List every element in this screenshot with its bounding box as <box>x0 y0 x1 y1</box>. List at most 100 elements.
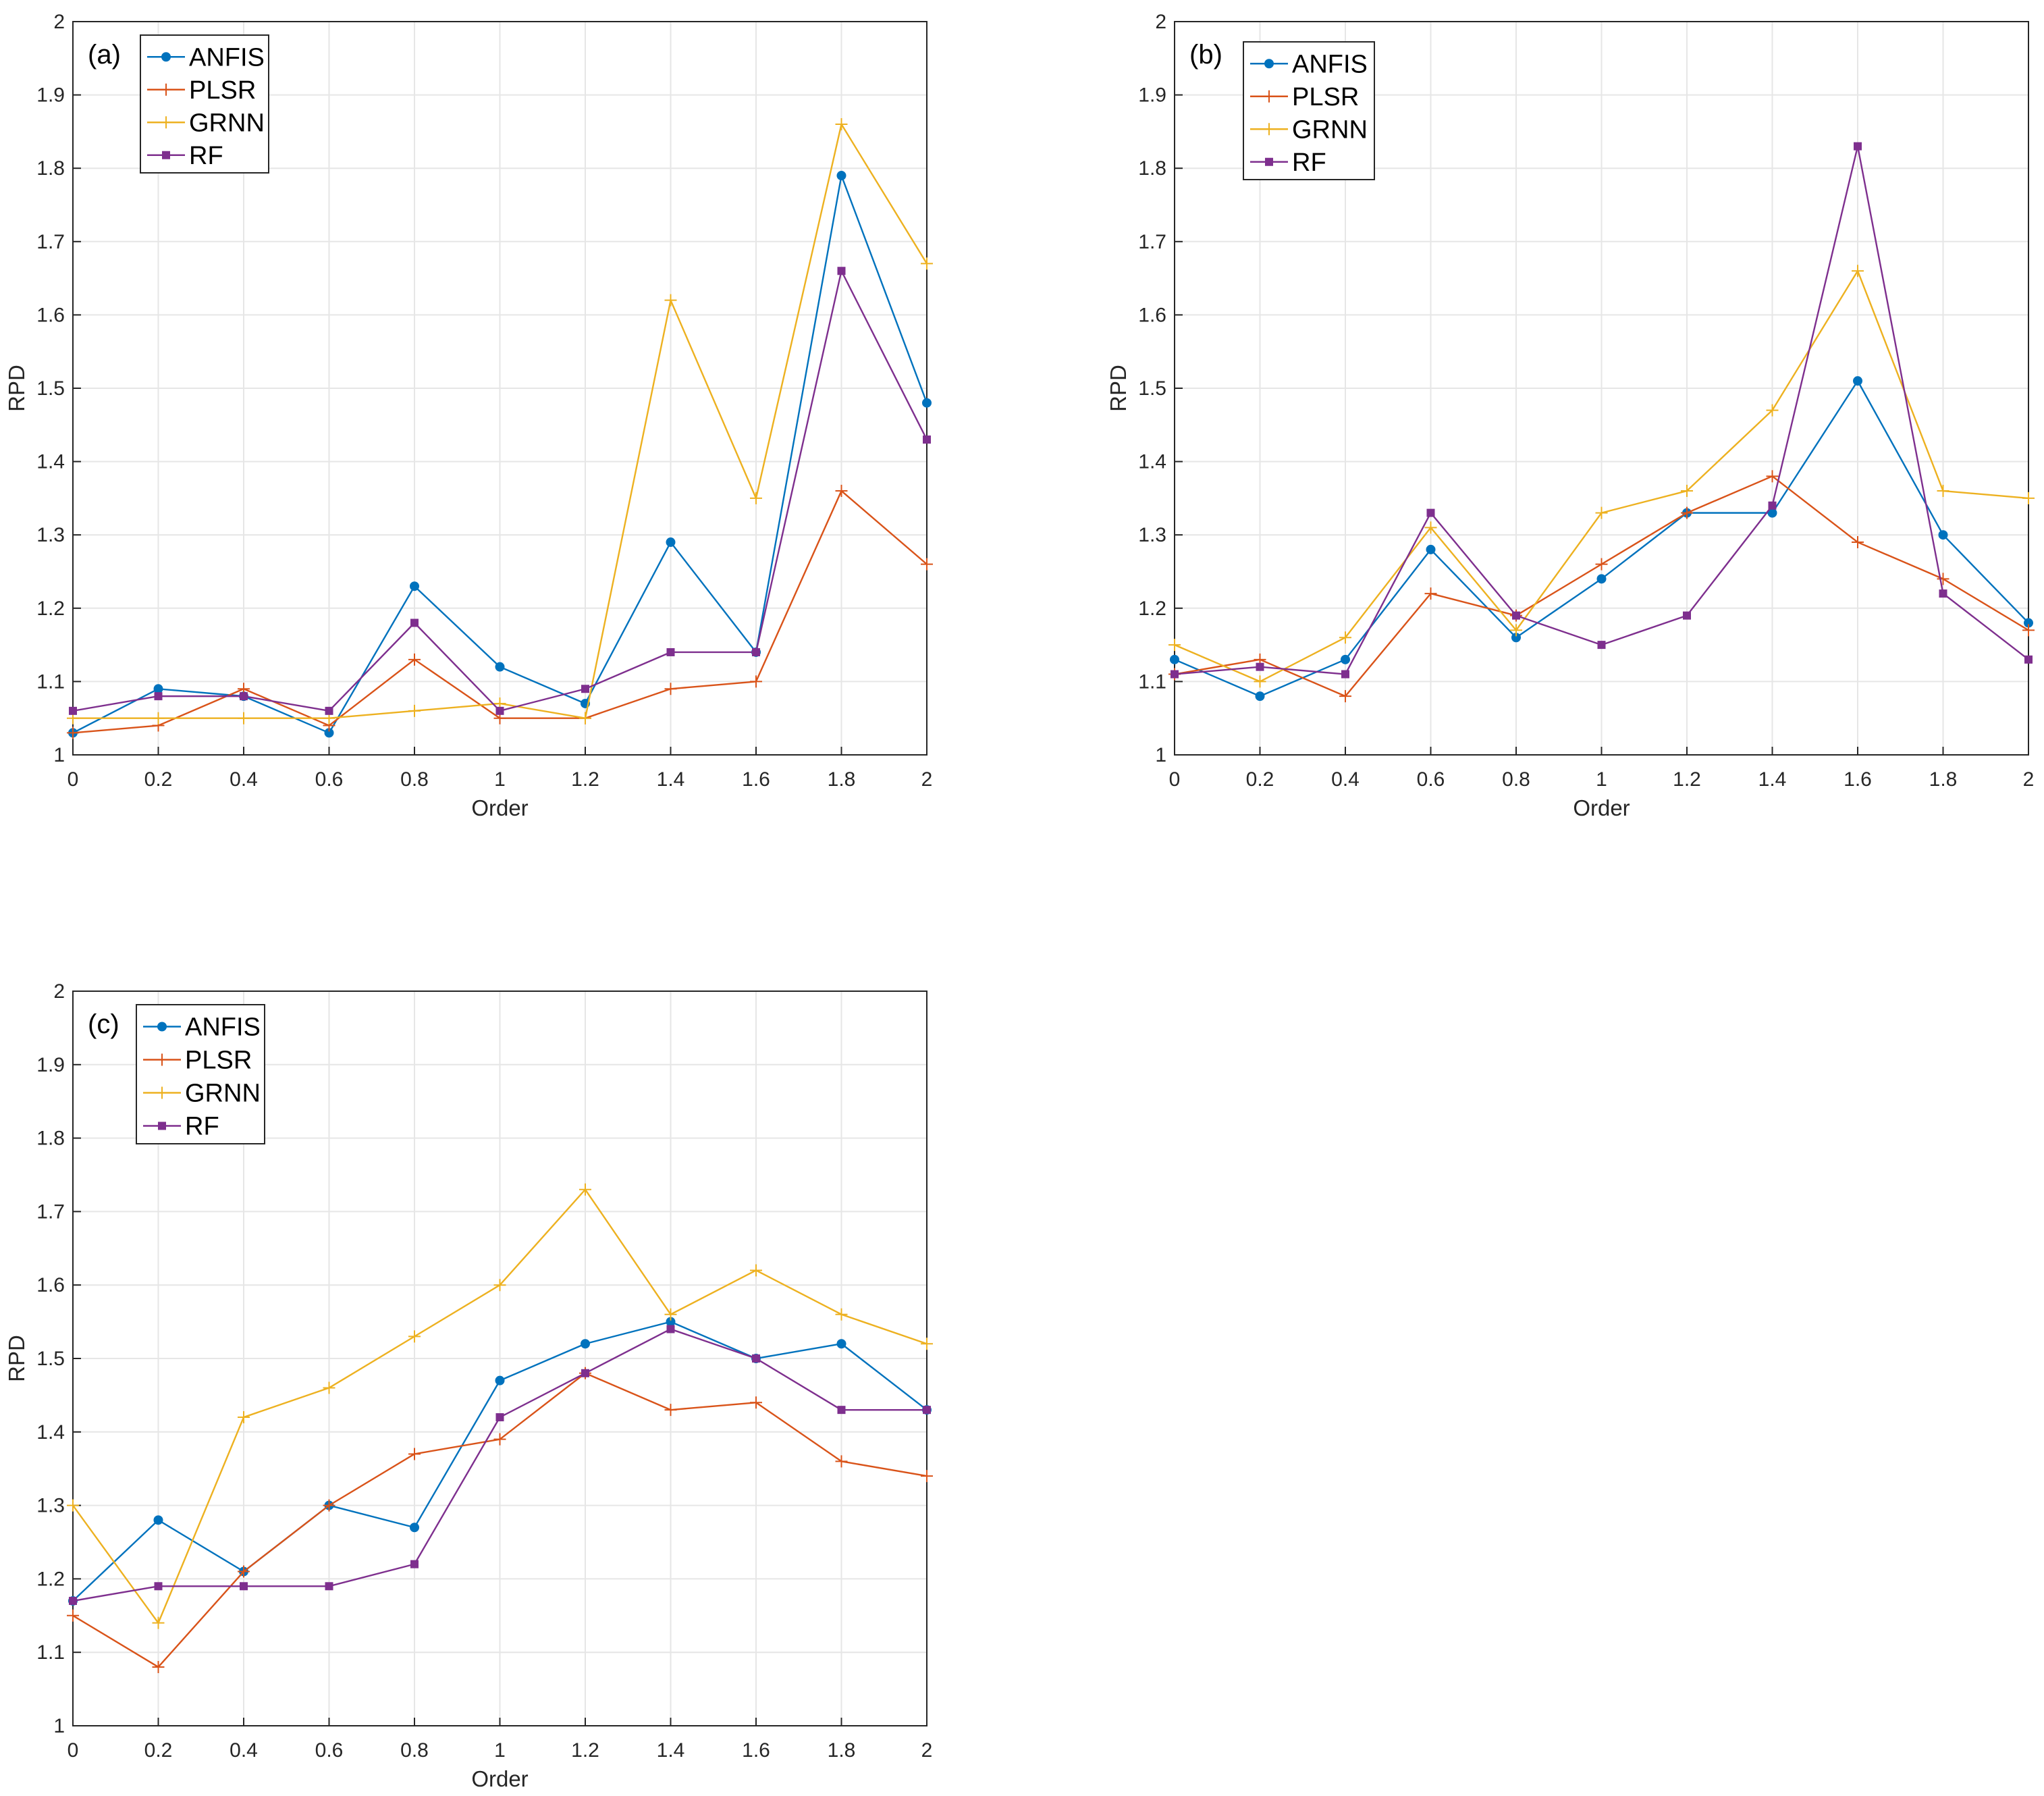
data-point-plsr <box>1852 536 1864 549</box>
data-point-rf <box>495 706 504 715</box>
data-point-anfis <box>666 537 676 548</box>
data-point-grnn <box>1681 485 1693 498</box>
data-point-grnn <box>238 712 250 724</box>
x-tick-label: 0 <box>68 768 79 791</box>
chart-panel-2: 0 0.2 0.4 0.6 0.8 1 1.2 1.4 1.6 1.8 2 1 1.1 1.2 1.3 1.4… <box>1106 11 2035 820</box>
data-point-rf <box>410 618 419 627</box>
legend-label-anfis: ANFIS <box>185 1013 261 1042</box>
x-tick-label: 0.2 <box>144 768 173 791</box>
data-point-grnn <box>1168 639 1181 652</box>
y-tick-label: 1.6 <box>36 1274 65 1296</box>
data-point-grnn <box>1254 675 1266 688</box>
data-point-rf <box>1512 611 1520 620</box>
y-tick-label: 1.9 <box>36 1054 65 1076</box>
y-axis-label: RPD <box>1106 365 1131 412</box>
data-point-plsr <box>664 1404 677 1417</box>
y-tick-label: 2 <box>53 11 65 33</box>
data-point-anfis <box>1341 654 1350 664</box>
data-point-rf <box>581 1369 589 1377</box>
legend: ANFIS PLSR GRNN RF <box>136 1004 265 1144</box>
legend-label-plsr: PLSR <box>189 76 256 105</box>
data-point-plsr <box>238 1565 250 1578</box>
data-point-rf <box>923 1406 931 1415</box>
data-point-rf <box>837 267 846 275</box>
x-tick-label: 1.8 <box>828 1739 856 1762</box>
chart-panel-3: 0 0.2 0.4 0.6 0.8 1 1.2 1.4 1.6 1.8 2 1 1.1 1.2 1.3 1.4… <box>4 980 933 1791</box>
data-point-grnn <box>579 1183 591 1196</box>
data-point-rf <box>69 706 77 715</box>
data-point-plsr <box>835 485 848 498</box>
data-point-rf <box>1256 662 1264 671</box>
data-point-anfis <box>410 1523 419 1533</box>
x-tick-label: 0 <box>1169 768 1181 791</box>
x-tick-label: 1.6 <box>1844 768 1872 791</box>
data-point-grnn <box>835 1308 848 1321</box>
data-point-grnn <box>1339 631 1351 644</box>
data-point-grnn <box>835 118 848 131</box>
data-point-rf <box>666 648 675 656</box>
x-tick-label: 0.8 <box>1502 768 1530 791</box>
data-point-grnn <box>2022 492 2035 504</box>
data-point-grnn <box>152 712 165 724</box>
legend-marker-anfis <box>157 1022 167 1032</box>
legend: ANFIS PLSR GRNN RF <box>140 34 269 174</box>
data-point-rf <box>240 692 248 701</box>
y-tick-label: 1.9 <box>1138 84 1166 107</box>
data-point-anfis <box>153 684 163 694</box>
data-point-anfis <box>1426 544 1436 554</box>
legend-marker-rf <box>1265 157 1273 166</box>
x-tick-label: 1.2 <box>571 1739 599 1762</box>
y-tick-label: 1 <box>1155 744 1166 766</box>
x-tick-label: 1.4 <box>657 768 685 791</box>
x-tick-label: 1 <box>494 1739 506 1762</box>
x-tick-label: 0.2 <box>1246 768 1274 791</box>
x-tick-label: 0.4 <box>230 768 258 791</box>
y-tick-label: 1.5 <box>36 1348 65 1370</box>
data-point-grnn <box>1852 265 1864 278</box>
data-point-anfis <box>1938 530 1948 540</box>
data-point-anfis <box>1170 654 1179 664</box>
y-tick-label: 1.8 <box>36 157 65 180</box>
data-point-rf <box>666 1325 675 1333</box>
data-point-grnn <box>493 1279 506 1292</box>
data-point-rf <box>1683 611 1691 620</box>
legend-marker-plsr <box>1263 90 1275 103</box>
data-point-anfis <box>1853 376 1862 386</box>
data-point-rf <box>154 692 163 701</box>
data-point-rf <box>1854 142 1862 151</box>
data-point-grnn <box>67 1499 79 1512</box>
x-tick-label: 2 <box>2023 768 2035 791</box>
data-point-grnn <box>750 1264 762 1277</box>
x-tick-label: 1.6 <box>742 768 770 791</box>
data-point-grnn <box>238 1411 250 1424</box>
legend-label-grnn: GRNN <box>185 1080 261 1108</box>
y-axis-label: RPD <box>4 1335 29 1382</box>
data-point-plsr <box>835 1455 848 1468</box>
data-point-plsr <box>1339 690 1351 703</box>
y-tick-label: 1.3 <box>1138 524 1166 546</box>
legend-label-rf: RF <box>1292 149 1326 177</box>
y-tick-label: 1.5 <box>1138 377 1166 400</box>
legend-marker-grnn <box>160 116 172 129</box>
data-point-grnn <box>1766 404 1779 417</box>
data-point-rf <box>325 706 333 715</box>
y-axis-label: RPD <box>4 365 29 412</box>
data-point-plsr <box>1766 470 1779 483</box>
legend: ANFIS PLSR GRNN RF <box>1243 41 1375 180</box>
data-point-plsr <box>1595 558 1608 571</box>
legend-label-plsr: PLSR <box>1292 83 1359 111</box>
x-tick-label: 2 <box>921 1739 933 1762</box>
legend-label-rf: RF <box>189 142 223 170</box>
legend-label-plsr: PLSR <box>185 1047 252 1075</box>
data-point-anfis <box>581 1339 590 1349</box>
y-tick-label: 1.9 <box>36 84 65 107</box>
data-point-anfis <box>495 662 505 672</box>
y-tick-label: 1.1 <box>36 1641 65 1664</box>
data-point-rf <box>752 648 760 656</box>
x-tick-label: 0.6 <box>315 768 344 791</box>
panel-label: (a) <box>88 40 121 70</box>
panel-label: (b) <box>1189 40 1222 70</box>
data-point-grnn <box>750 492 762 504</box>
data-point-rf <box>1597 641 1606 650</box>
data-point-rf <box>69 1597 77 1606</box>
